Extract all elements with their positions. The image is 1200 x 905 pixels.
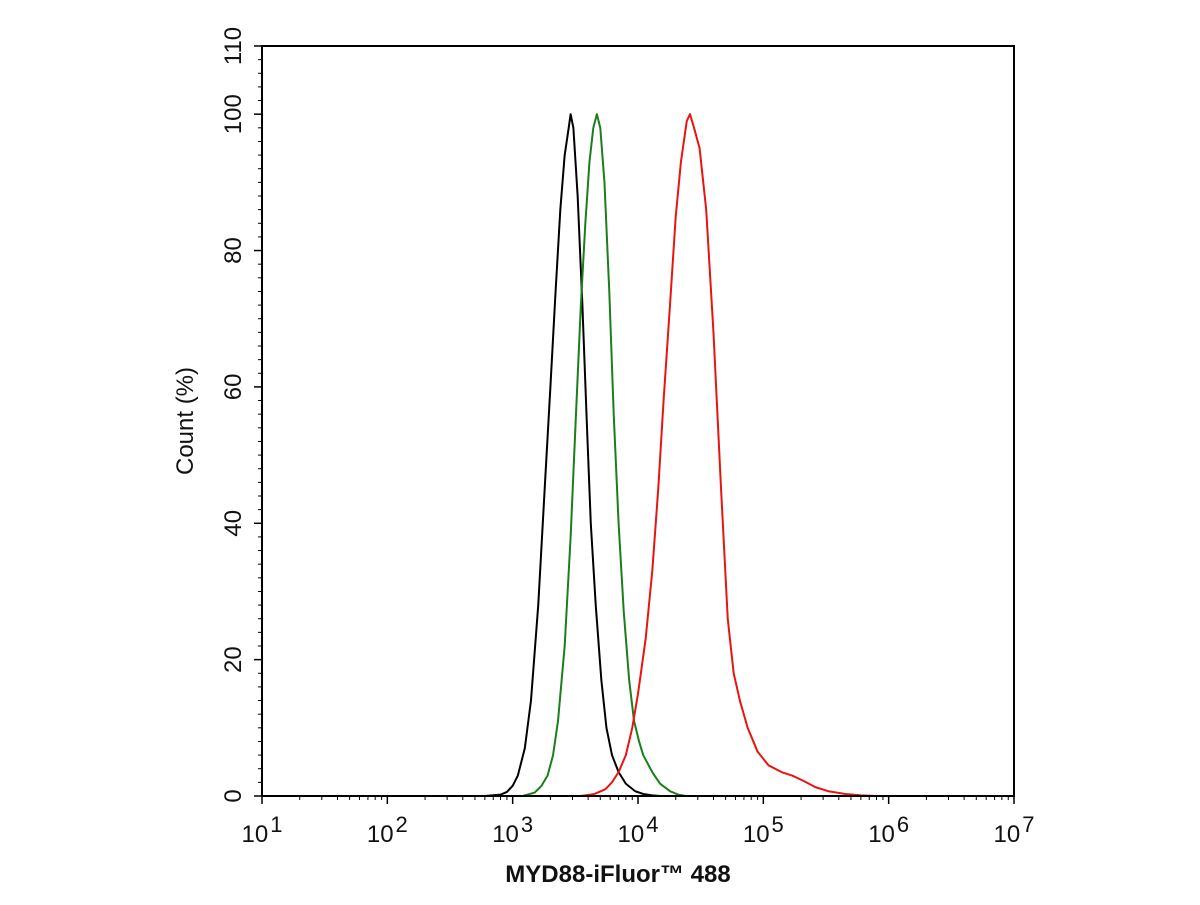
x-tick-base: 10 xyxy=(492,821,519,848)
y-tick-label: 100 xyxy=(220,94,247,134)
x-tick-exponent: 5 xyxy=(772,812,784,837)
y-tick-label: 20 xyxy=(220,646,247,673)
y-tick-label: 0 xyxy=(220,789,247,802)
x-tick-label: 106 xyxy=(868,812,909,848)
x-tick-base: 10 xyxy=(868,821,895,848)
x-tick-exponent: 1 xyxy=(270,812,282,837)
series-layer xyxy=(483,113,878,797)
series-line-3 xyxy=(579,113,878,797)
x-tick-base: 10 xyxy=(743,821,770,848)
plot-frame xyxy=(261,45,1015,797)
y-axis-title: Count (%) xyxy=(172,367,199,475)
series-line-2 xyxy=(521,113,687,797)
x-axis-title: MYD88-iFluor™ 488 xyxy=(505,861,730,888)
x-tick-base: 10 xyxy=(367,821,394,848)
x-tick-exponent: 6 xyxy=(897,812,909,837)
x-tick-base: 10 xyxy=(618,821,645,848)
y-tick-label: 80 xyxy=(220,237,247,264)
x-tick-exponent: 4 xyxy=(646,812,658,837)
x-tick-base: 10 xyxy=(242,821,269,848)
y-tick-label: 110 xyxy=(220,27,247,65)
x-tick-label: 103 xyxy=(492,812,533,848)
x-tick-label: 107 xyxy=(994,812,1035,848)
x-tick-label: 104 xyxy=(618,812,659,848)
x-tick-exponent: 3 xyxy=(521,812,533,837)
x-tick-exponent: 2 xyxy=(396,812,408,837)
x-tick-label: 101 xyxy=(242,812,283,848)
x-tick-label: 105 xyxy=(743,812,784,848)
x-tick-base: 10 xyxy=(994,821,1021,848)
series-line-1 xyxy=(483,113,662,797)
y-tick-label: 60 xyxy=(220,374,247,401)
y-tick-label: 40 xyxy=(220,510,247,537)
x-tick-label: 102 xyxy=(367,812,408,848)
x-tick-exponent: 7 xyxy=(1022,812,1034,837)
